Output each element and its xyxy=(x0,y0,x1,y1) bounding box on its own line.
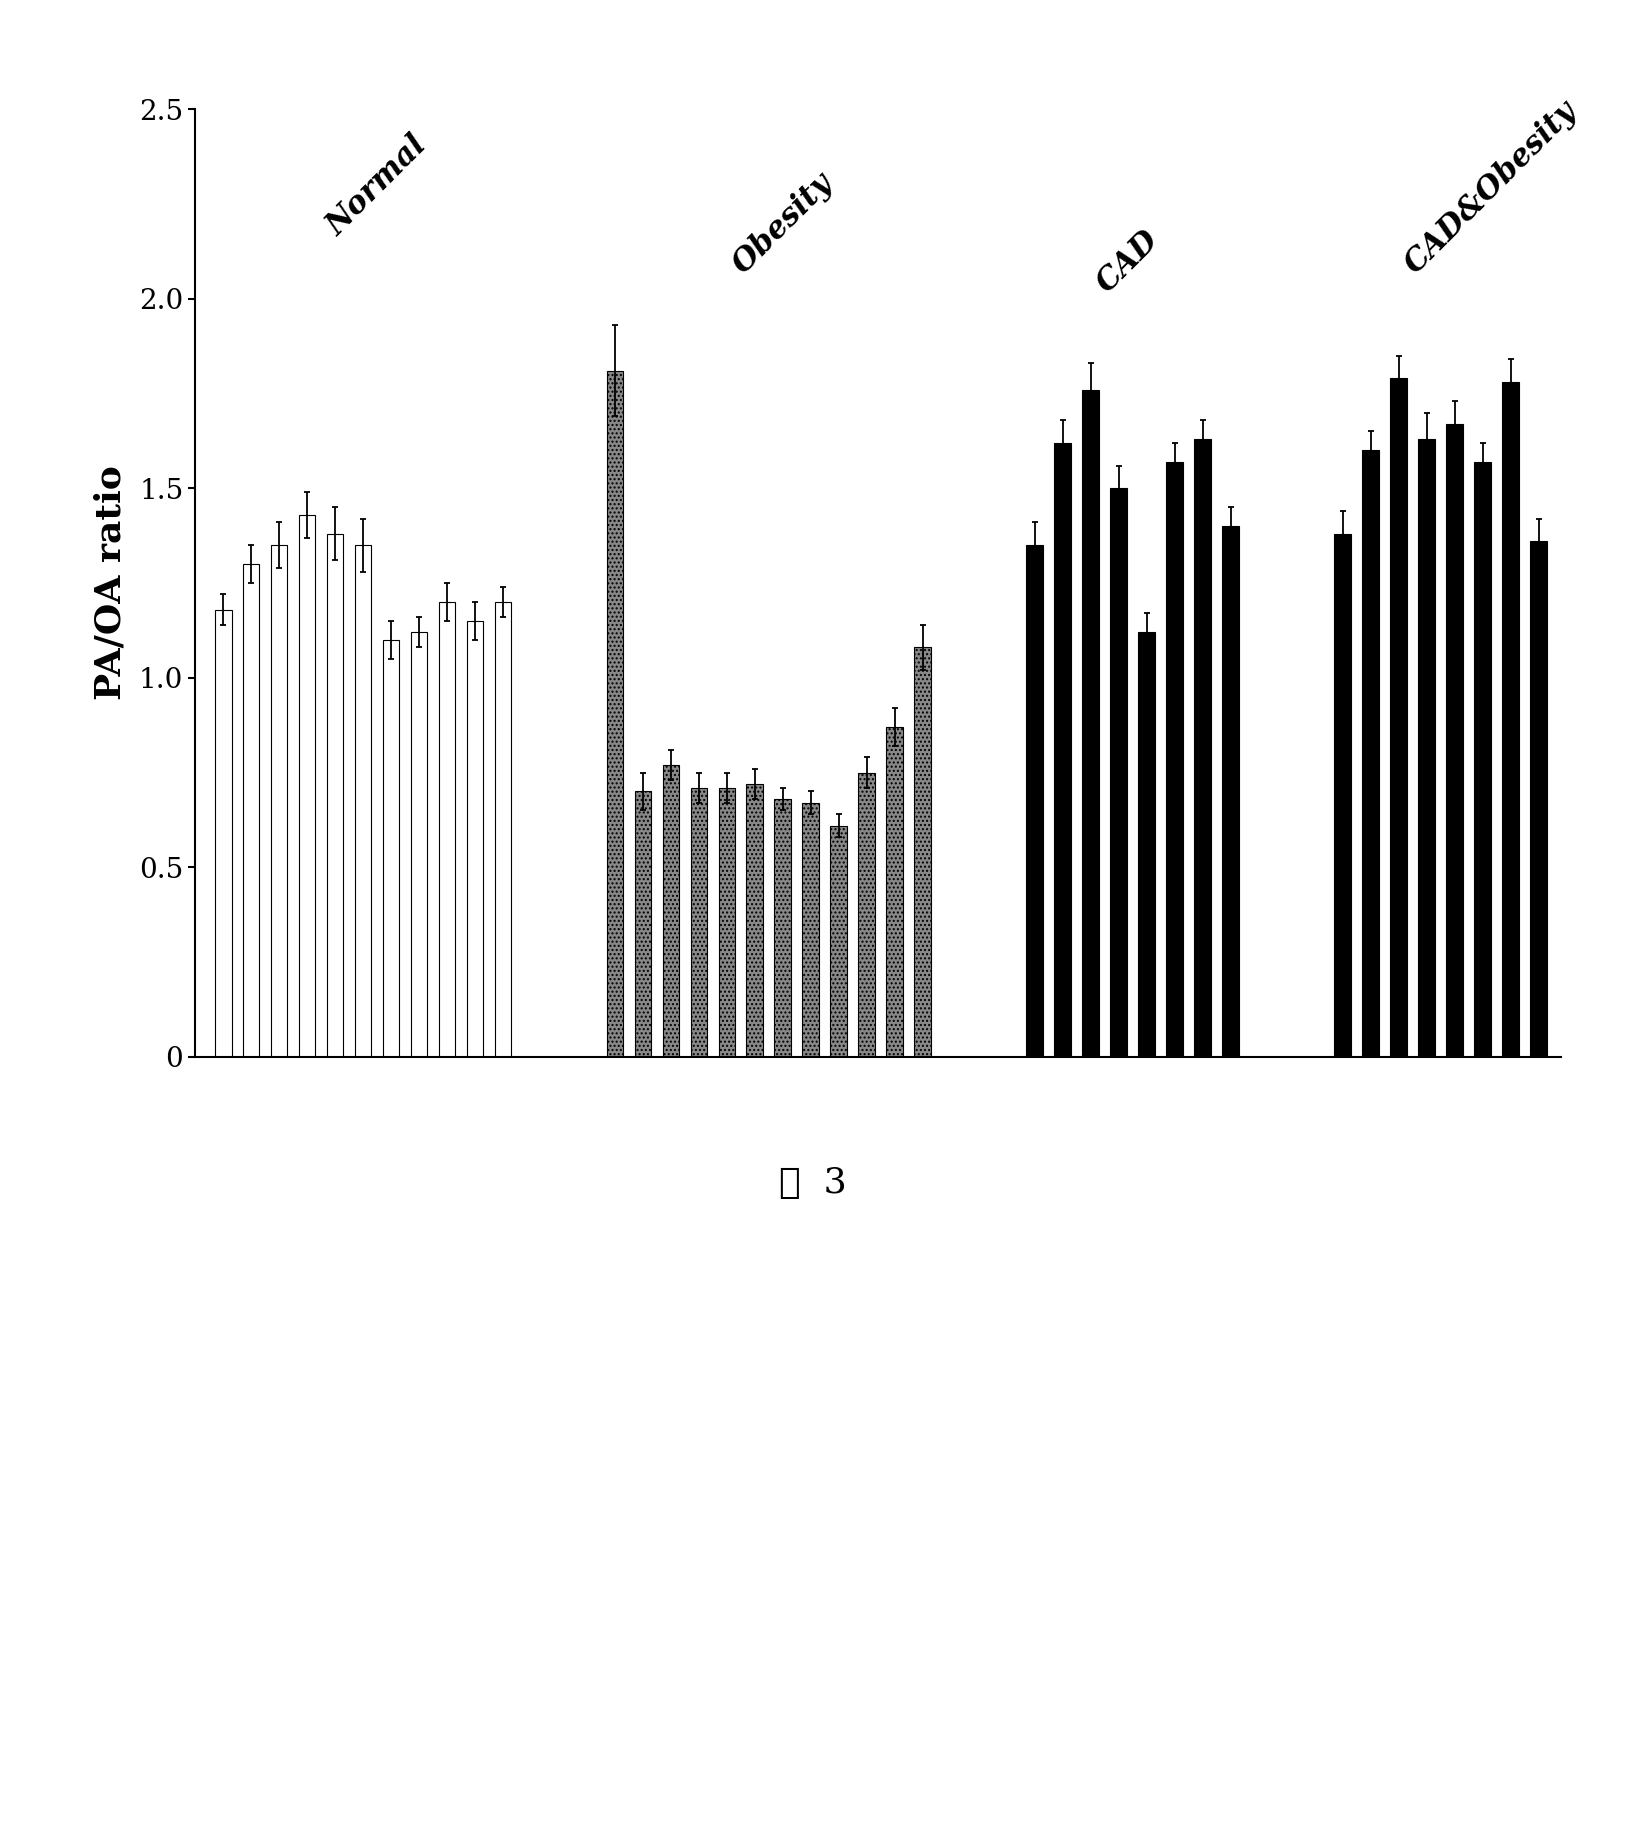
Bar xyxy=(1530,541,1546,1057)
Bar xyxy=(1166,461,1184,1057)
Bar xyxy=(1335,534,1351,1057)
Bar xyxy=(914,647,932,1057)
Bar xyxy=(1475,461,1491,1057)
Bar xyxy=(662,765,680,1057)
Bar xyxy=(719,787,735,1057)
Text: CAD&Obesity: CAD&Obesity xyxy=(1398,95,1584,281)
Bar xyxy=(299,516,315,1057)
Bar xyxy=(886,727,902,1057)
Bar xyxy=(606,372,623,1057)
Bar xyxy=(327,534,343,1057)
Bar xyxy=(1390,379,1406,1057)
Bar xyxy=(803,804,820,1057)
Bar xyxy=(494,601,512,1057)
Bar xyxy=(859,773,875,1057)
Bar xyxy=(1026,545,1044,1057)
Bar xyxy=(1418,439,1436,1057)
Bar xyxy=(270,545,288,1057)
Bar xyxy=(215,610,231,1057)
Bar xyxy=(354,545,371,1057)
Bar xyxy=(242,565,260,1057)
Bar xyxy=(1138,632,1154,1057)
Bar xyxy=(746,783,763,1057)
Bar xyxy=(831,825,847,1057)
Bar xyxy=(1054,443,1072,1057)
Bar xyxy=(467,621,483,1057)
Text: Obesity: Obesity xyxy=(727,168,839,281)
Bar xyxy=(634,791,652,1057)
Text: CAD: CAD xyxy=(1091,224,1166,299)
Bar xyxy=(411,632,428,1057)
Bar xyxy=(1363,450,1379,1057)
Y-axis label: PA/OA ratio: PA/OA ratio xyxy=(94,466,128,700)
Bar xyxy=(1223,527,1239,1057)
Bar xyxy=(1111,488,1127,1057)
Text: 图  3: 图 3 xyxy=(779,1166,847,1201)
Bar xyxy=(1083,390,1099,1057)
Bar xyxy=(691,787,707,1057)
Bar xyxy=(774,800,792,1057)
Text: Normal: Normal xyxy=(320,129,434,242)
Bar xyxy=(1502,383,1519,1057)
Bar xyxy=(1195,439,1211,1057)
Bar xyxy=(1446,425,1463,1057)
Bar xyxy=(382,640,400,1057)
Bar xyxy=(439,601,455,1057)
